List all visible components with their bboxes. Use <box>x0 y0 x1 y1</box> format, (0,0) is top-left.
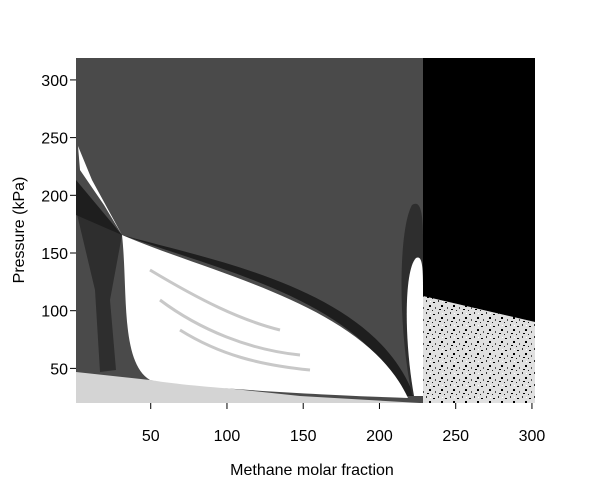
y-tick-label: 100 <box>41 304 68 321</box>
y-tick-label: 250 <box>41 131 68 148</box>
texture <box>149 268 311 372</box>
y-tick-label: 50 <box>50 361 68 378</box>
y-tick-label: 150 <box>41 246 68 263</box>
x-tick-label: 200 <box>366 428 393 445</box>
region-white <box>122 235 408 398</box>
region-black <box>423 58 535 322</box>
region-speckled <box>423 296 535 403</box>
band-dark <box>76 180 122 235</box>
region-light <box>76 372 420 403</box>
x-tick-label: 50 <box>142 428 160 445</box>
y-tick-label: 300 <box>41 73 68 90</box>
x-tick-label: 250 <box>442 428 469 445</box>
x-tick-label: 150 <box>290 428 317 445</box>
y-tick-label: 200 <box>41 188 68 205</box>
region-white <box>406 257 423 396</box>
x-axis-label: Methane molar fraction <box>230 462 394 479</box>
axes: 50 100 150 200 250 300 50 100 150 200 250 300 <box>41 73 545 445</box>
x-tick-label: 100 <box>214 428 241 445</box>
band-dark <box>76 210 122 372</box>
plot-area <box>76 58 535 403</box>
x-tick-label: 300 <box>519 428 546 445</box>
y-axis-label: Pressure (kPa) <box>11 177 28 284</box>
